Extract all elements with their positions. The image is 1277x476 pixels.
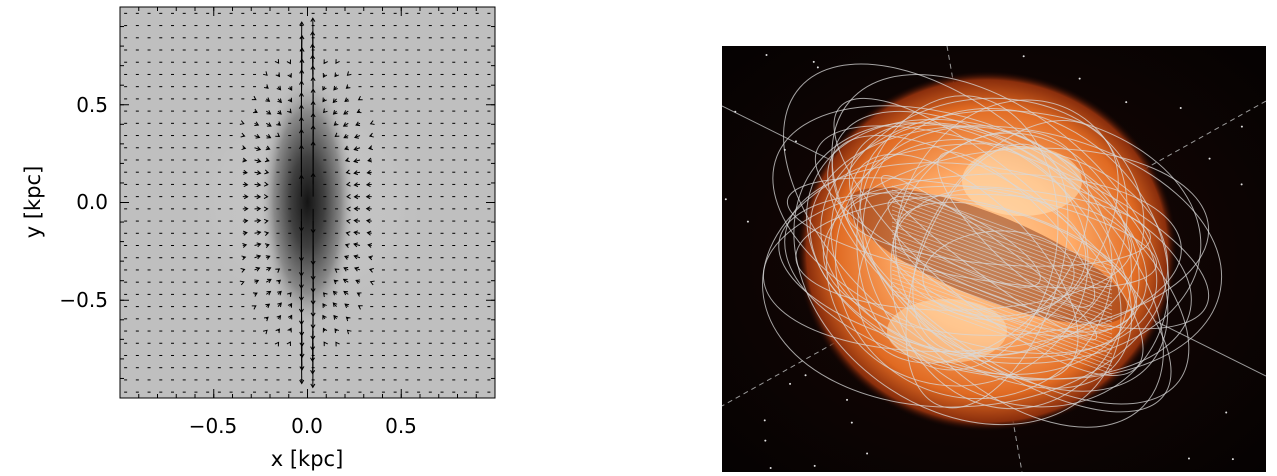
x-tick-label-right: 0.5 (385, 414, 417, 438)
star (1079, 78, 1081, 80)
left-figure: 0.5 0.0 −0.5 −0.5 0.0 0.5 x [kpc] y [kpc… (0, 0, 520, 472)
star (764, 419, 766, 421)
star (813, 61, 815, 63)
star (747, 221, 749, 223)
vector-field-plot: 0.5 0.0 −0.5 −0.5 0.0 0.5 x [kpc] y [kpc… (0, 0, 520, 472)
star (1241, 126, 1243, 128)
star (789, 383, 791, 385)
x-tick-label-mid: 0.0 (291, 414, 323, 438)
star (764, 440, 766, 442)
star (1241, 183, 1243, 185)
star (734, 111, 736, 113)
star (814, 465, 816, 467)
magnetic-field-render (722, 46, 1266, 472)
x-axis-label: x [kpc] (271, 447, 344, 471)
star (851, 422, 853, 424)
y-tick-label-bottom: −0.5 (59, 288, 108, 312)
dense-core (260, 72, 356, 332)
star (1209, 158, 1211, 160)
star (765, 54, 767, 56)
star (1023, 55, 1025, 57)
x-tick-label-left: −0.5 (189, 414, 238, 438)
star (817, 66, 819, 68)
star (725, 198, 727, 200)
y-tick-label-top: 0.5 (76, 93, 108, 117)
y-axis-label: y [kpc] (21, 166, 45, 239)
star (1232, 458, 1234, 460)
star (784, 149, 786, 151)
star (805, 374, 807, 376)
star (1125, 101, 1127, 103)
right-figure (722, 46, 1266, 472)
star (1180, 107, 1182, 109)
star (866, 452, 868, 454)
star (795, 140, 797, 142)
star (846, 399, 848, 401)
star (1188, 458, 1190, 460)
y-tick-label-mid: 0.0 (76, 190, 108, 214)
star (770, 467, 772, 469)
star (1225, 412, 1227, 414)
